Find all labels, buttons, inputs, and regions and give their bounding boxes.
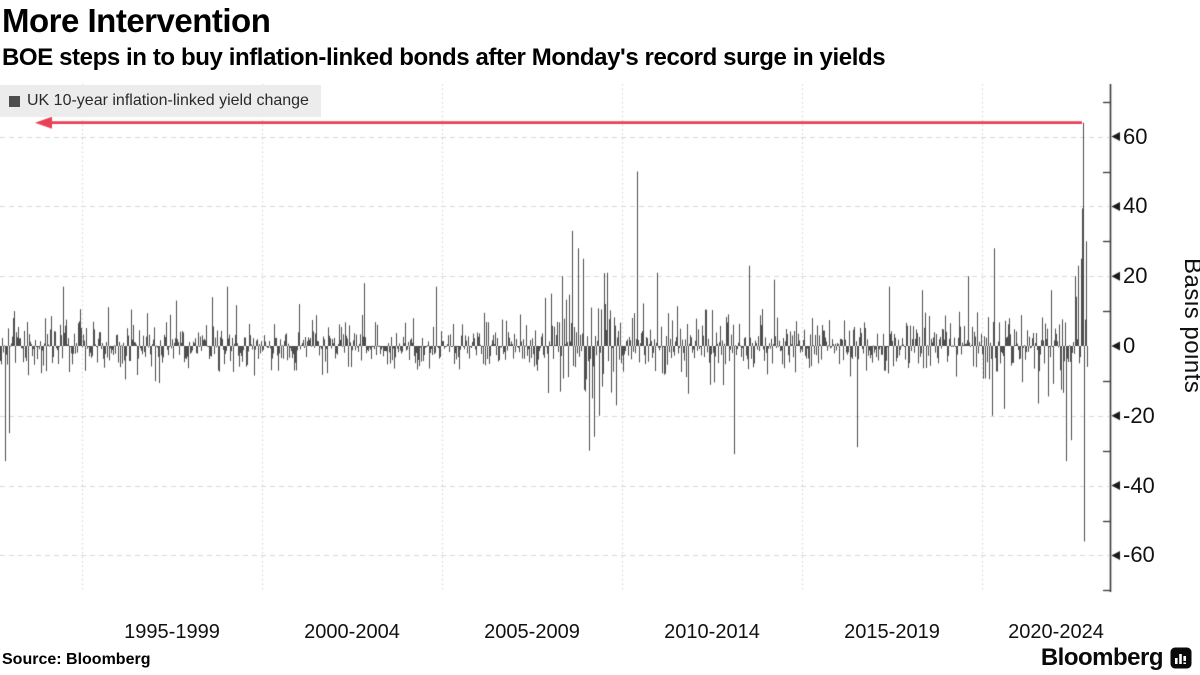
y-tick-label: 20 [1123, 263, 1148, 289]
y-tick-label: 60 [1123, 123, 1148, 149]
legend: UK 10-year inflation-linked yield change [0, 85, 321, 117]
y-tick-label: -40 [1123, 472, 1155, 498]
x-axis-bin-label: 2000-2004 [304, 621, 400, 643]
bloomberg-logo-text: Bloomberg [1040, 644, 1164, 671]
x-axis-bin-label: 2005-2009 [484, 621, 580, 643]
x-axis-bin-label: 1995-1999 [124, 621, 220, 643]
bloomberg-logo: Bloomberg [1041, 644, 1192, 672]
y-tick-label: 0 [1123, 333, 1136, 358]
page-subtitle: BOE steps in to buy inflation-linked bon… [2, 44, 886, 71]
legend-swatch-icon [9, 95, 20, 107]
y-tick-label: -60 [1123, 542, 1155, 568]
page-title: More Intervention [2, 2, 271, 39]
y-axis-title: Basis points [1179, 258, 1200, 394]
source-note: Source: Bloomberg [2, 651, 151, 668]
y-tick-label: 40 [1123, 193, 1148, 219]
x-axis-bin-label: 2020-2024 [1008, 621, 1104, 643]
chart-canvas [0, 80, 1200, 600]
y-tick-label: -20 [1123, 402, 1155, 428]
bloomberg-terminal-icon [1170, 647, 1192, 669]
legend-label: UK 10-year inflation-linked yield change [27, 92, 309, 109]
x-axis-bin-label: 2010-2014 [664, 621, 760, 643]
x-axis-bin-label: 2015-2019 [844, 621, 940, 643]
